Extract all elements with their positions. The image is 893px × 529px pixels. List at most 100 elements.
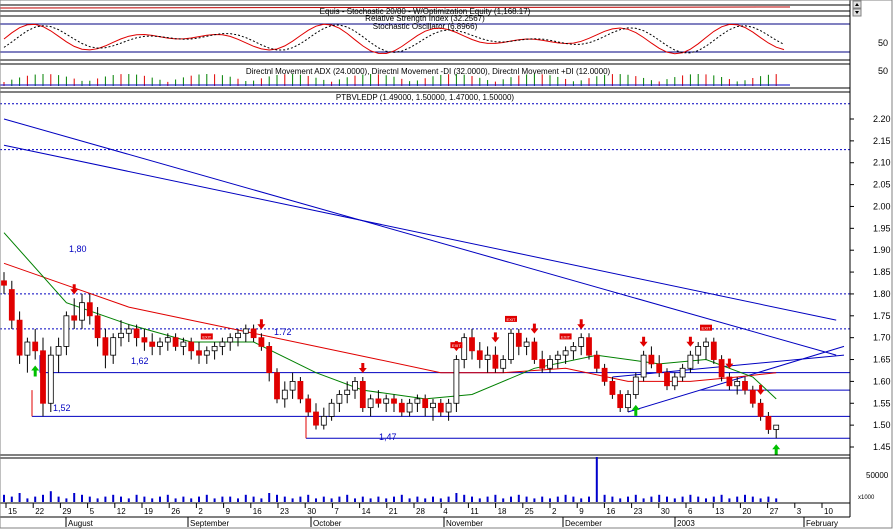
date-tick-label: 16: [606, 507, 615, 516]
candle-body: [266, 346, 273, 374]
candle-body: [632, 376, 639, 395]
volume-bar: [424, 498, 427, 502]
volume-bar: [712, 496, 715, 502]
date-tick-label: 27: [770, 507, 779, 516]
price-tick-label: 2.00: [873, 201, 891, 211]
price-tick-label: 1.55: [873, 398, 891, 408]
price-tick-label: 1.80: [873, 289, 891, 299]
exit-label-box: [200, 333, 213, 340]
volume-bar: [408, 498, 411, 502]
price-tick-label: 1.75: [873, 311, 891, 321]
volume-bar: [432, 496, 434, 502]
volume-bar: [689, 494, 692, 502]
volume-bar: [198, 496, 200, 502]
scroll-up-button[interactable]: [852, 0, 862, 9]
price-tick-label: 2.05: [873, 180, 891, 190]
volume-bar: [611, 496, 614, 502]
price-tick-label: 1.85: [873, 267, 891, 277]
candle-body: [703, 341, 709, 347]
chevron-down-icon: [855, 11, 859, 14]
candle-body: [118, 332, 124, 339]
candle-body: [203, 350, 210, 356]
candle-body: [242, 328, 249, 334]
volume-bar: [369, 498, 372, 502]
rsi-title: Relative Strength Index (32.2567): [365, 14, 485, 23]
price-panel: PTBVLEDP (1.49000, 1.50000, 1.47000, 1.5…: [0, 91, 891, 456]
date-tick-label: 23: [280, 507, 289, 516]
level-label-172: 1.72: [274, 327, 292, 337]
down-arrow-icon: [491, 332, 500, 343]
candle-body: [671, 376, 678, 387]
candle-body: [313, 411, 319, 426]
volume-bar: [478, 498, 481, 502]
volume-bar: [354, 498, 356, 502]
volume-bar: [642, 498, 645, 502]
candle-body: [47, 354, 54, 404]
dmi-panel: Directnl Movement ADX (24.0000), Directn…: [0, 63, 888, 89]
date-tick-label: 21: [389, 507, 398, 516]
candle-body: [40, 350, 46, 404]
candle-body: [55, 346, 62, 356]
candle-body: [125, 328, 132, 334]
volume-bar: [463, 494, 466, 502]
candle-body: [562, 350, 569, 356]
level-label-152: 1,52: [53, 403, 71, 413]
volume-bar: [229, 496, 232, 502]
up-arrow-icon: [631, 404, 640, 416]
candle-body: [133, 328, 140, 339]
candle-body: [593, 354, 600, 369]
dmi-tick-50: 50: [878, 66, 888, 76]
price-tick-label: 1.65: [873, 355, 891, 365]
volume-bar: [182, 496, 185, 502]
volume-bars: [3, 457, 778, 502]
candle-body: [110, 337, 117, 356]
candle-body: [63, 315, 70, 347]
volume-bar: [377, 496, 380, 502]
oscillator-panel: Relative Strength Index (32.2567) Stocha…: [0, 14, 888, 61]
candle-body: [336, 394, 343, 404]
equity-title: Equis - Stochastic 20/80 - W/Optimizatio…: [320, 7, 531, 16]
candle-body: [196, 350, 202, 356]
exit-label-text: EXIT: [702, 326, 711, 331]
volume-bar: [252, 496, 255, 502]
date-tick-label: 26: [171, 507, 180, 516]
down-arrow-icon: [725, 358, 734, 369]
chevron-up-icon: [855, 3, 859, 6]
date-tick-label: 29: [62, 507, 71, 516]
exit-label-box: [700, 324, 712, 331]
date-tick-label: 2: [198, 507, 203, 516]
candle-body: [367, 398, 374, 409]
price-tick-label: 1.90: [873, 245, 891, 255]
volume-bar: [564, 494, 567, 502]
candle-body: [352, 380, 358, 391]
candle-body: [274, 372, 280, 400]
candle-body: [258, 337, 265, 347]
stochastic-signal-line: [3, 24, 785, 54]
candle-body: [601, 367, 608, 382]
candle-body: [453, 359, 460, 404]
volume-bar: [65, 498, 68, 502]
scroll-down-button[interactable]: [852, 8, 862, 17]
date-tick-label: 28: [416, 507, 425, 516]
candle-body: [679, 367, 686, 378]
candle-body: [757, 402, 764, 417]
volume-bar: [190, 498, 193, 502]
up-arrow-icon: [772, 444, 781, 456]
volume-bar: [244, 494, 247, 502]
date-tick-label: 20: [742, 507, 751, 516]
volume-bar: [510, 496, 512, 502]
candle-body: [570, 346, 577, 352]
volume-bar: [143, 496, 146, 502]
volume-bar: [486, 496, 489, 502]
volume-bar: [135, 494, 138, 502]
date-tick-label: 4: [443, 507, 448, 516]
candle-body: [773, 424, 780, 430]
volume-bar: [268, 493, 271, 502]
candle-body: [289, 380, 296, 391]
candle-body: [102, 337, 109, 356]
oscillator-tick-50: 50: [878, 38, 888, 48]
volume-bar: [18, 493, 21, 502]
volume-bar: [88, 496, 91, 502]
date-tick-label: 9: [226, 507, 231, 516]
candle-body: [430, 402, 436, 409]
